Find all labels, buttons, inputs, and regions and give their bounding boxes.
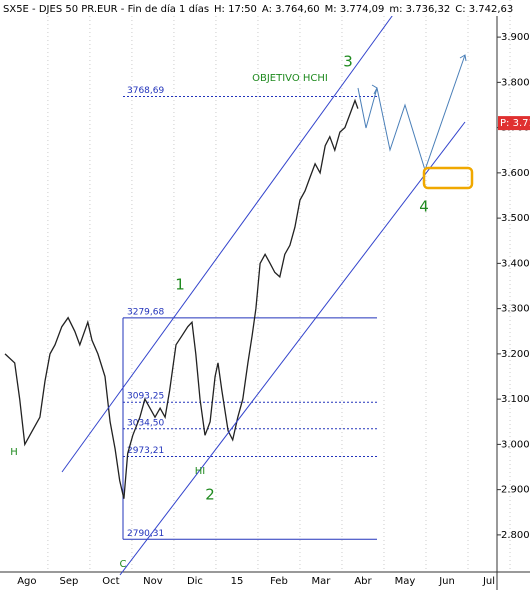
channel-upper <box>61 11 396 473</box>
x-tick-label: Ago <box>17 576 36 587</box>
y-tick-label: 3.900 <box>501 32 530 43</box>
level-label: 3093,25 <box>127 392 164 402</box>
wave-label: 4 <box>419 198 429 216</box>
last-price-tag <box>498 116 530 131</box>
x-tick-label: Nov <box>143 576 163 587</box>
header-item: A: 3.764,60 <box>262 4 320 15</box>
target-label: OBJETIVO HCHI <box>252 73 328 84</box>
pattern-label: C <box>120 559 127 570</box>
x-tick-label: May <box>395 576 416 587</box>
header-bg <box>0 0 500 16</box>
header-item: m: 3.736,32 <box>389 4 450 15</box>
y-tick-label: 3.300 <box>501 304 530 315</box>
y-tick-label: 3.600 <box>501 168 530 179</box>
y-tick-label: 3.200 <box>501 349 530 360</box>
price-line <box>4 98 359 499</box>
wave-label: 2 <box>205 486 215 504</box>
x-tick-label: Dic <box>187 576 203 587</box>
level-label: 2790,31 <box>127 529 164 539</box>
x-tick-label: Abr <box>354 576 372 587</box>
last-price-label: P: 3.71 <box>500 118 530 129</box>
level-label: 3279,68 <box>127 307 164 317</box>
wave-label: 1 <box>175 276 185 294</box>
x-tick-label: Jul <box>482 576 495 587</box>
level-label: 3034,50 <box>127 418 164 428</box>
x-tick-label: Sep <box>59 576 78 587</box>
y-tick-label: 3.400 <box>501 258 530 269</box>
x-tick-label: Oct <box>102 576 119 587</box>
channel-lower <box>119 121 466 576</box>
target-box <box>422 166 474 190</box>
y-tick-label: 2.800 <box>501 530 530 541</box>
y-tick-label: 3.100 <box>501 394 530 405</box>
y-tick-label: 2.900 <box>501 485 530 496</box>
header: SX5E - DJES 50 PR.EUR - Fin de día 1 día… <box>0 0 513 16</box>
arrowheads <box>371 54 467 95</box>
header-item: H: 17:50 <box>214 4 257 15</box>
y-tick-label: 3.500 <box>501 213 530 224</box>
level-label: 3768,69 <box>127 86 164 96</box>
header-item: M: 3.774,09 <box>325 4 385 15</box>
y-tick-label: 3.800 <box>501 77 530 88</box>
header-item: C: 3.742,63 <box>455 4 513 15</box>
pattern-label: H <box>10 447 18 458</box>
x-tick-label: 15 <box>231 576 244 587</box>
x-tick-label: Jun <box>438 576 455 587</box>
pattern-label: HI <box>195 466 205 477</box>
level-label: 2973,21 <box>127 446 164 456</box>
y-tick-label: 3.000 <box>501 439 530 450</box>
x-tick-label: Feb <box>270 576 288 587</box>
x-tick-label: Mar <box>312 576 332 587</box>
wave-label: 3 <box>343 53 353 71</box>
header-item: SX5E - DJES 50 PR.EUR - Fin de día 1 día… <box>3 3 209 15</box>
